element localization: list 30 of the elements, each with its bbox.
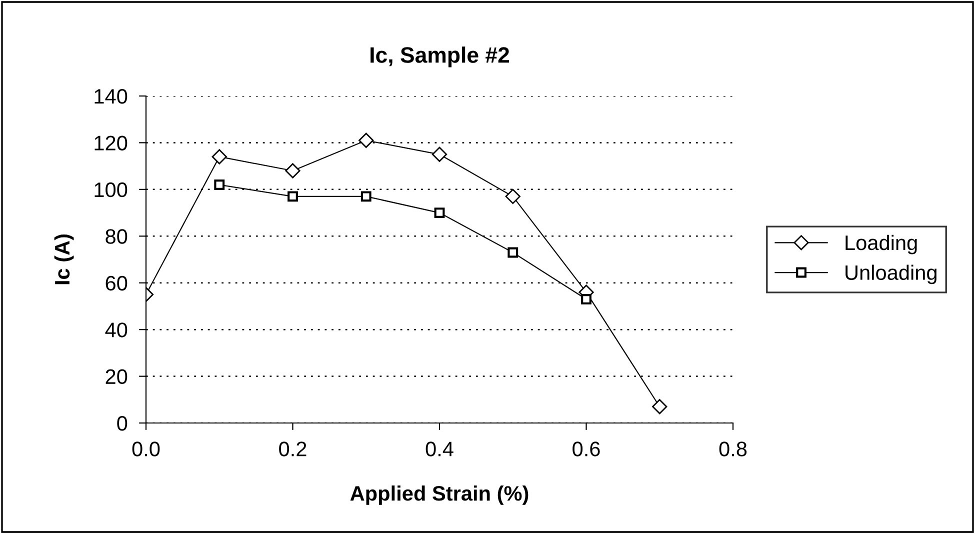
point <box>288 191 298 202</box>
y-tick-label: 100 <box>94 182 128 198</box>
x-axis-title: Applied Strain (%) <box>350 485 528 505</box>
x-tick-label: 0.0 <box>132 442 160 456</box>
y-axis-title: Ic (A) <box>54 234 74 284</box>
y-tick-label: 140 <box>94 89 128 104</box>
y-tick-label: 80 <box>106 229 128 244</box>
y-tick-label: 0 <box>117 416 128 431</box>
x-tick-label: 0.4 <box>426 442 454 456</box>
point <box>212 149 227 164</box>
legend-label: Loading <box>846 234 917 254</box>
y-tick-label: 60 <box>106 276 128 291</box>
point <box>432 146 448 162</box>
point <box>360 191 372 202</box>
y-tick-label: 40 <box>105 322 128 338</box>
y-tick-label: 120 <box>94 136 128 150</box>
point <box>505 188 520 204</box>
y-tick-label: 20 <box>106 369 128 384</box>
point <box>652 399 668 414</box>
point <box>581 294 592 304</box>
legend-label: Unloading <box>846 264 936 284</box>
x-tick-label: 0.2 <box>279 442 306 456</box>
point <box>358 132 374 148</box>
x-tick-label: 0.6 <box>572 442 600 456</box>
point <box>285 163 300 178</box>
point <box>434 208 445 218</box>
point <box>214 180 225 190</box>
chart-title: Ic, Sample #2 <box>370 46 510 68</box>
x-tick-label: 0.8 <box>719 442 747 456</box>
point <box>508 247 518 258</box>
